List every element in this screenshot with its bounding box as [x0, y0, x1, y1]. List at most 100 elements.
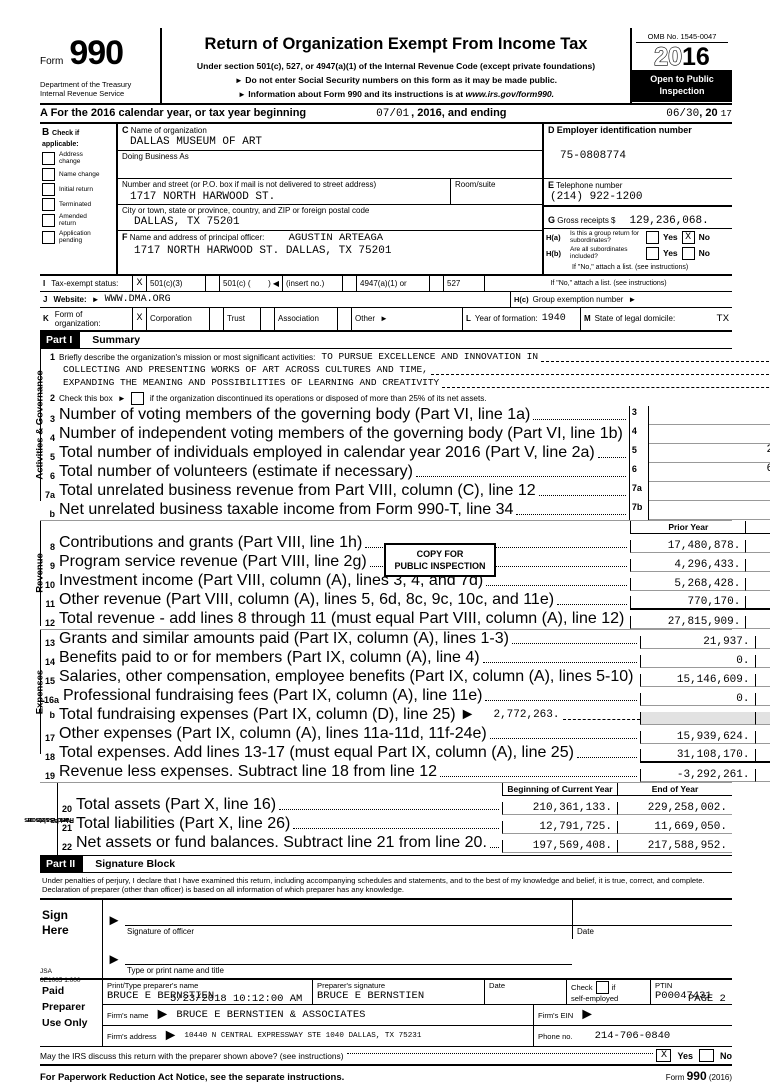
prior-year-value[interactable]: 31,108,170.	[640, 749, 755, 763]
status-501c3-checkbox[interactable]: X	[132, 276, 147, 291]
prior-year-value[interactable]: 21,937.	[640, 636, 755, 649]
prior-year-value[interactable]: 770,170.	[630, 596, 745, 610]
end-of-year-value[interactable]: 229,258,002.	[617, 802, 732, 815]
line-2-checkbox[interactable]	[131, 392, 144, 405]
principal-officer-name[interactable]: AGUSTIN ARTEAGA	[267, 232, 384, 244]
prior-year-value[interactable]: 4,296,433.	[630, 559, 745, 572]
checkbox-box[interactable]	[42, 152, 55, 165]
status-527-checkbox[interactable]	[429, 276, 444, 291]
line-value[interactable]: 0.	[649, 501, 770, 520]
prior-year-value[interactable]: 17,480,878.	[630, 540, 745, 553]
field-firm-name[interactable]: Firm's name ► BRUCE E BERNSTIEN & ASSOCI…	[103, 1005, 534, 1025]
mission-line-1[interactable]: TO PURSUE EXCELLENCE AND INNOVATION IN	[315, 351, 538, 362]
checkbox-name-change[interactable]: Name change	[42, 168, 114, 181]
current-year-value[interactable]: 907,249.	[745, 596, 770, 610]
line-value[interactable]: 65.	[649, 406, 770, 425]
status-4947-checkbox[interactable]	[342, 276, 357, 291]
current-year-value[interactable]: 28,537,301.	[755, 749, 770, 763]
hb-yes-checkbox[interactable]	[646, 247, 659, 260]
checkbox-box[interactable]	[42, 168, 55, 181]
prior-year-value[interactable]: 15,939,624.	[640, 731, 755, 744]
officer-name-value[interactable]	[125, 939, 572, 965]
field-officer-date[interactable]: Date	[572, 900, 732, 939]
city-value[interactable]: DALLAS, TX 75201	[122, 215, 538, 229]
current-year-value[interactable]: 14,674,424.	[755, 731, 770, 744]
line-value[interactable]: 299.	[649, 444, 770, 463]
field-firm-phone[interactable]: Phone no. 214-706-0840	[534, 1026, 732, 1046]
prior-year-value[interactable]: 0.	[640, 655, 755, 668]
end-of-year-value[interactable]: 11,669,050.	[617, 821, 732, 834]
current-year-value[interactable]: 29,562,476.	[745, 616, 770, 629]
gross-receipts-value[interactable]: 129,236,068.	[616, 215, 709, 227]
current-year-value[interactable]: 13,838,392.	[755, 674, 770, 687]
current-year-value[interactable]: 2,351,233.	[745, 559, 770, 572]
principal-officer-address[interactable]: 1717 NORTH HARWOOD ST. DALLAS, TX 75201	[122, 244, 538, 258]
beginning-of-year-value[interactable]: 12,791,725.	[502, 821, 617, 834]
preparer-signature-value[interactable]: BRUCE E BERNSTIEN	[317, 990, 480, 1002]
preparer-date-value[interactable]	[489, 990, 562, 1002]
tax-year-end-year[interactable]: 17	[718, 108, 732, 119]
firm-address-value[interactable]: 10440 N CENTRAL EXPRESSWAY STE 1040 DALL…	[184, 1032, 421, 1040]
tax-year-end-date[interactable]: 06/30	[666, 108, 699, 120]
field-preparer-date[interactable]: Date	[485, 980, 567, 1004]
beginning-of-year-value[interactable]: 210,361,133.	[502, 802, 617, 815]
tax-year-begin-date[interactable]: 07/01	[376, 108, 409, 120]
current-year-value[interactable]: 7,965,454.	[745, 578, 770, 591]
org-name-value[interactable]: DALLAS MUSEUM OF ART	[122, 135, 538, 149]
ha-no-checkbox[interactable]: X	[682, 231, 695, 244]
org-association-checkbox[interactable]	[260, 308, 275, 330]
current-year-value[interactable]: 24,485.	[755, 636, 770, 649]
year-formation-value[interactable]: 1940	[538, 313, 566, 324]
officer-signature-value[interactable]	[125, 900, 572, 926]
prior-year-value[interactable]: 27,815,909.	[630, 616, 745, 629]
telephone-value[interactable]: (214) 922-1200	[548, 190, 728, 204]
irs-url[interactable]: www.irs.gov/form990.	[466, 89, 555, 99]
org-trust-checkbox[interactable]	[209, 308, 224, 330]
prior-year-value[interactable]: -3,292,261.	[640, 769, 755, 782]
line-16b-value[interactable]: 2,772,263.	[479, 709, 559, 721]
mission-line-3[interactable]: EXPANDING THE MEANING AND POSSIBILITIES …	[59, 377, 439, 388]
line-value[interactable]: 0.	[649, 482, 770, 501]
state-domicile-value[interactable]: TX	[716, 313, 729, 325]
checkbox-box[interactable]	[42, 214, 55, 227]
self-employed-checkbox[interactable]	[596, 981, 609, 994]
firm-name-value[interactable]: BRUCE E BERNSTIEN & ASSOCIATES	[176, 1009, 365, 1021]
field-self-employed-check[interactable]: Check if self-employed	[567, 980, 651, 1004]
prior-year-value[interactable]: 0.	[640, 693, 755, 706]
checkbox-box[interactable]	[42, 231, 55, 244]
ha-yes-checkbox[interactable]	[646, 231, 659, 244]
checkbox-initial-return[interactable]: Initial return	[42, 183, 114, 196]
prior-year-value[interactable]: 5,268,428.	[630, 578, 745, 591]
current-year-value[interactable]: 1,025,175.	[755, 769, 770, 782]
current-year-value[interactable]: 0.	[755, 693, 770, 706]
website-value[interactable]: WWW.DMA.ORG	[105, 294, 171, 305]
mission-line-2[interactable]: COLLECTING AND PRESENTING WORKS OF ART A…	[59, 364, 428, 375]
current-year-value[interactable]: 0.	[755, 655, 770, 668]
irs-yes-checkbox[interactable]: X	[656, 1049, 671, 1062]
irs-no-checkbox[interactable]	[699, 1049, 714, 1062]
field-officer-printed-name[interactable]: Type or print name and title	[125, 939, 572, 978]
checkbox-box[interactable]	[42, 198, 55, 211]
officer-date-value[interactable]	[573, 900, 732, 926]
field-preparer-signature[interactable]: Preparer's signature BRUCE E BERNSTIEN	[313, 980, 485, 1004]
line-value[interactable]: 65.	[649, 425, 770, 444]
org-other-checkbox[interactable]	[337, 308, 352, 330]
field-firm-address[interactable]: Firm's address ► 10440 N CENTRAL EXPRESS…	[103, 1026, 534, 1046]
street-value[interactable]: 1717 NORTH HARWOOD ST.	[118, 190, 450, 204]
checkbox-terminated[interactable]: Terminated	[42, 198, 114, 211]
phone-value[interactable]: 214-706-0840	[573, 1030, 671, 1042]
hb-no-checkbox[interactable]	[682, 247, 695, 260]
status-501c-checkbox[interactable]	[205, 276, 220, 291]
prior-year-value[interactable]: 15,146,609.	[640, 674, 755, 687]
org-corporation-checkbox[interactable]: X	[132, 308, 147, 330]
end-of-year-value[interactable]: 217,588,952.	[617, 840, 732, 853]
current-year-value[interactable]: 18,338,540.	[745, 540, 770, 553]
line-value[interactable]: 650.	[649, 463, 770, 482]
room-value[interactable]	[451, 190, 542, 204]
checkbox-box[interactable]	[42, 183, 55, 196]
field-officer-signature[interactable]: Signature of officer	[125, 900, 572, 939]
field-firm-ein[interactable]: Firm's EIN ►	[534, 1005, 732, 1025]
